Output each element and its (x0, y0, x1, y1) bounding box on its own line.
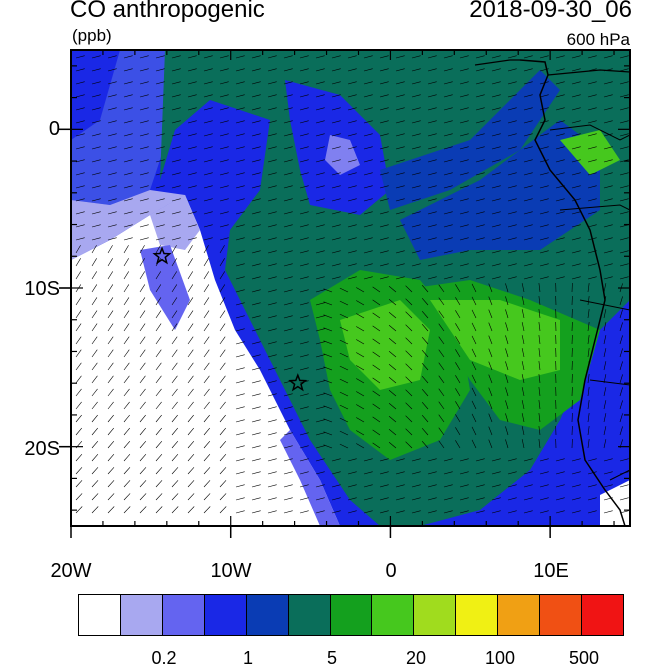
colorbar (78, 594, 624, 636)
colorbar-swatch (247, 595, 289, 635)
lat-label-10s: 10S (0, 278, 60, 301)
colorbar-swatch (121, 595, 163, 635)
colorbar-label: 20 (386, 648, 446, 669)
colorbar-swatch (540, 595, 582, 635)
colorbar-label: 1 (218, 648, 278, 669)
lat-label-20s: 20S (0, 438, 60, 461)
colorbar-swatch (414, 595, 456, 635)
colorbar-label: 500 (554, 648, 614, 669)
colorbar-swatch (289, 595, 331, 635)
colorbar-swatch (582, 595, 623, 635)
colorbar-swatch (163, 595, 205, 635)
lon-label-10e: 10E (516, 560, 586, 583)
lon-label-10w: 10W (196, 560, 266, 583)
colorbar-swatch (456, 595, 498, 635)
colorbar-swatch (498, 595, 540, 635)
colorbar-swatch (205, 595, 247, 635)
colorbar-label: 5 (302, 648, 362, 669)
lon-label-0: 0 (356, 560, 426, 583)
colorbar-label: 100 (470, 648, 530, 669)
colorbar-swatch (331, 595, 373, 635)
lon-label-20w: 20W (36, 560, 106, 583)
colorbar-swatch (372, 595, 414, 635)
colorbar-swatch (79, 595, 121, 635)
colorbar-label: 0.2 (134, 648, 194, 669)
lat-label-0: 0 (0, 118, 60, 141)
